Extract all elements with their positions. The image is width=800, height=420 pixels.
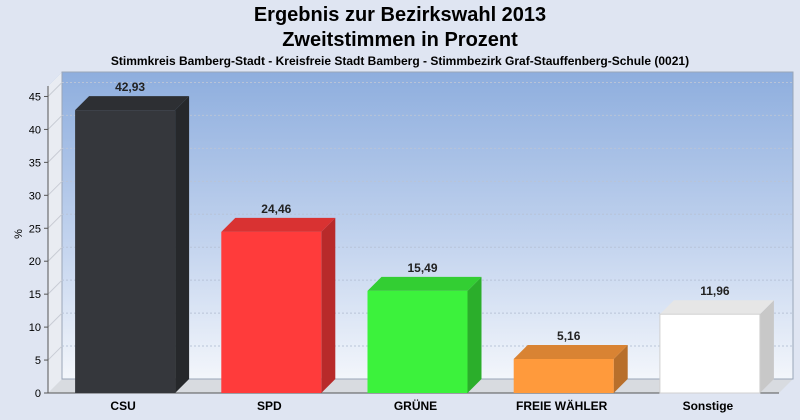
y-tick-label: 40 [29,124,41,136]
x-tick-label: SPD [257,399,282,413]
bar-value-label: 11,96 [700,284,730,298]
y-tick-label: 25 [29,223,41,235]
bar-side [321,217,336,393]
bar-top [221,217,336,232]
bar-top [659,300,774,315]
gridline-diagonal [47,213,63,229]
y-axis-label: % [13,229,25,239]
y-tick-label: 30 [29,190,41,202]
gridline-diagonal [47,148,63,163]
bar-top [513,344,628,359]
plot-left-wall [48,72,62,393]
y-tick-label: 35 [29,157,41,169]
y-tick-label: 0 [35,388,41,400]
x-tick-label: GRÜNE [394,398,437,413]
bar-side [759,300,774,393]
x-tick-label: Sonstige [683,399,734,413]
bar-top [75,96,190,111]
bar [75,110,176,393]
bar-side [613,344,628,393]
y-tick-label: 10 [29,322,41,334]
bar-value-label: 15,49 [407,261,437,275]
x-tick-label: FREIE WÄHLER [516,398,608,413]
chart-subtitle: Zweitstimmen in Prozent [282,29,518,51]
bar [221,231,322,393]
bar-value-label: 24,46 [261,202,291,216]
x-tick-label: CSU [110,399,135,413]
gridline-diagonal [47,312,63,328]
y-tick-label: 15 [29,289,41,301]
bar-side [467,276,482,393]
chart-title: Ergebnis zur Bezirkswahl 2013 [253,4,547,26]
bar-side [175,96,190,393]
y-tick-label: 5 [35,355,41,367]
bar [367,290,468,393]
gridline-diagonal [47,82,63,97]
bar [513,358,614,393]
bar-top [367,276,482,291]
y-tick-label: 45 [29,91,41,103]
bar-value-label: 5,16 [557,329,581,343]
y-tick-label: 20 [29,256,41,268]
bar [659,313,761,394]
gridline-diagonal [47,115,63,130]
gridline-diagonal [47,279,63,295]
gridline-diagonal [47,246,63,262]
gridline-diagonal [47,180,63,196]
gridline-diagonal [47,345,63,361]
chart-caption: Stimmkreis Bamberg-Stadt - Kreisfreie St… [110,54,690,68]
bar-value-label: 42,93 [115,80,145,94]
